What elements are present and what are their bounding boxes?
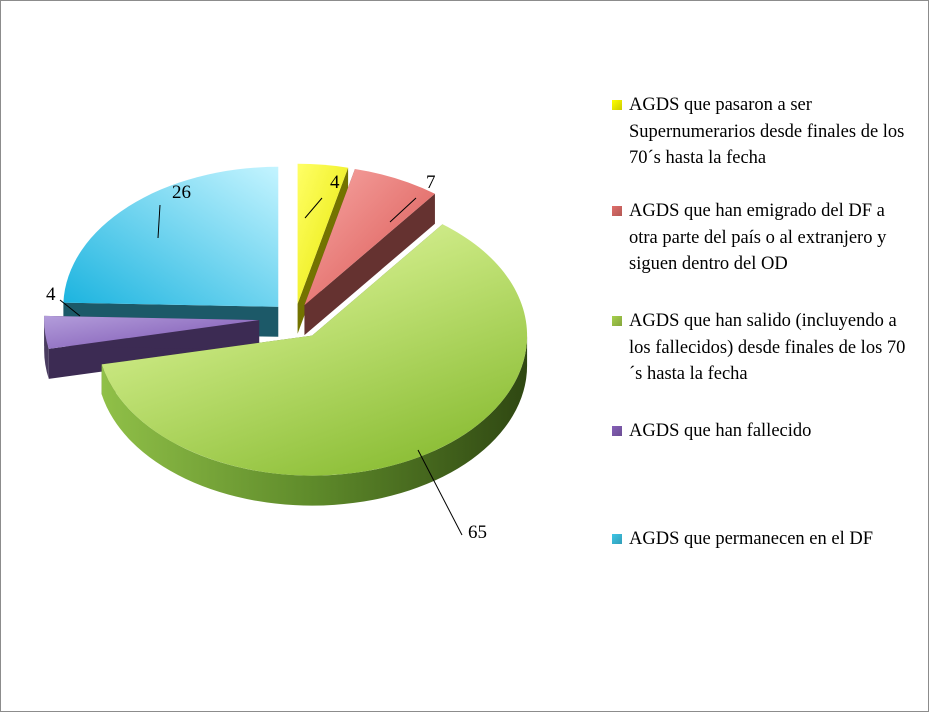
leader-line: [417, 449, 463, 536]
legend-label: AGDS que permanecen en el DF: [629, 529, 874, 549]
legend-swatch: [612, 206, 622, 216]
pie-slice: [44, 315, 260, 379]
legend-swatch: [612, 316, 622, 326]
leader-line: [157, 204, 161, 239]
legend-item: AGDS que permanecen en el DF: [606, 526, 906, 553]
pie-slice: [63, 166, 279, 337]
data-label: 4: [46, 284, 56, 305]
legend-swatch: [612, 534, 622, 544]
legend-label: AGDS que han fallecido: [629, 421, 812, 441]
legend-label: AGDS que han salido (incluyendo a los fa…: [629, 311, 906, 384]
legend-item: AGDS que han emigrado del DF a otra part…: [606, 198, 906, 278]
data-label: 65: [468, 522, 487, 543]
legend-item: AGDS que han salido (incluyendo a los fa…: [606, 308, 906, 388]
data-label: 26: [172, 182, 191, 203]
pie-slice-top: [101, 224, 528, 476]
pie-slice: [304, 169, 435, 336]
pie-slice-wall: [304, 193, 435, 336]
leader-line: [59, 299, 81, 317]
leader-line: [304, 197, 323, 219]
legend-item: AGDS que pasaron a ser Supernumerarios d…: [606, 92, 906, 172]
pie-slice-top: [297, 163, 349, 304]
leader-line: [389, 197, 417, 223]
pie-slice-top: [44, 315, 260, 349]
data-label: 7: [426, 172, 436, 193]
legend-swatch: [612, 100, 622, 110]
legend-label: AGDS que han emigrado del DF a otra part…: [629, 201, 887, 274]
legend-item: AGDS que han fallecido: [606, 418, 906, 445]
pie-slice: [101, 224, 528, 506]
pie-slice-rim: [44, 320, 49, 379]
pie-slices: [44, 163, 528, 506]
pie-slice-top: [304, 169, 435, 306]
data-label: 4: [330, 172, 340, 193]
pie-slice-rim: [101, 335, 528, 506]
pie-slice-top: [63, 166, 279, 307]
data-labels: 4 7 65 4 26: [46, 172, 487, 543]
legend-swatch: [612, 426, 622, 436]
legend-label: AGDS que pasaron a ser Supernumerarios d…: [629, 95, 905, 168]
